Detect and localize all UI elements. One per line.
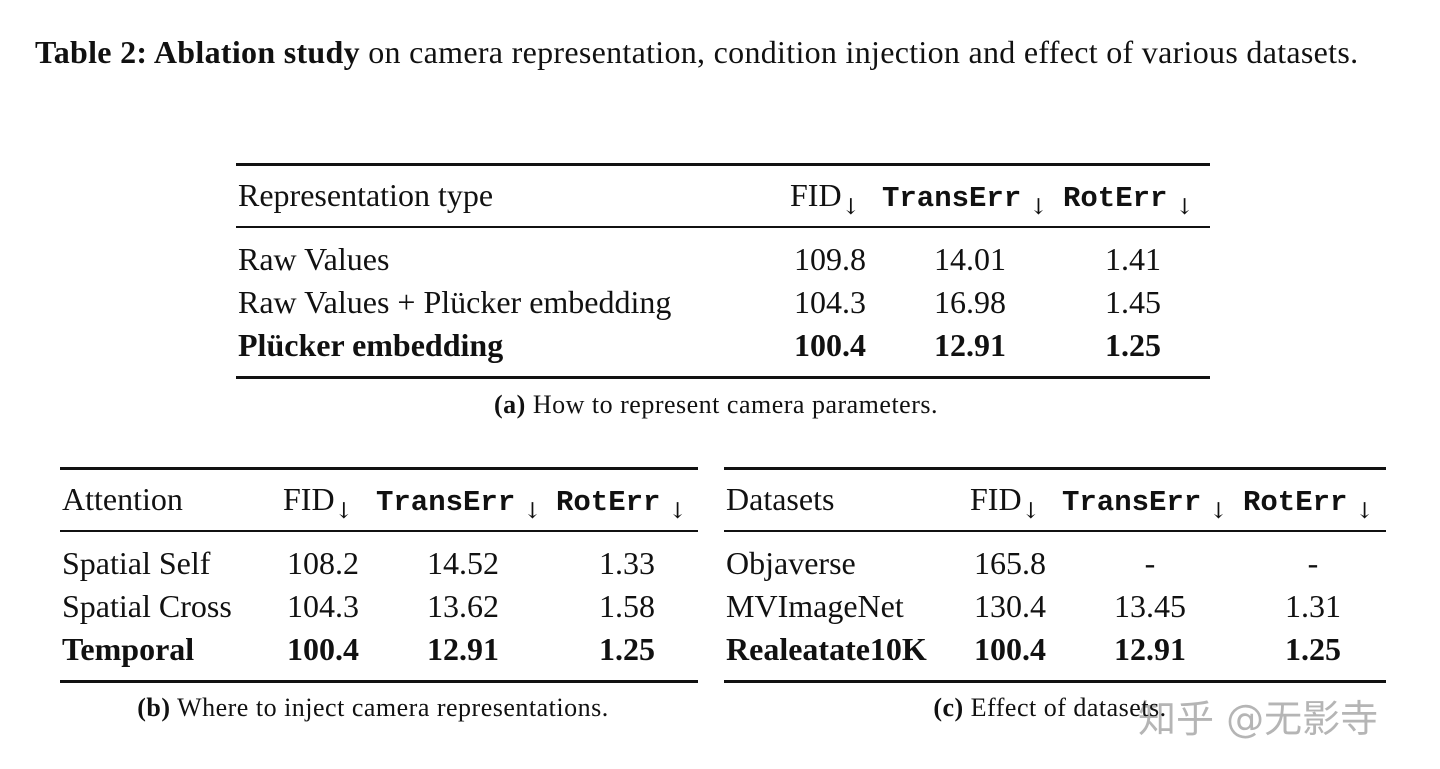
table-cell: 165.8 (974, 545, 1046, 581)
table-cell: 14.52 (427, 545, 499, 581)
subtable-caption: (c) Effect of datasets. (933, 695, 1166, 721)
table-rule (60, 530, 698, 532)
table-cell: 100.4 (287, 631, 359, 667)
table-cell: - (1307, 545, 1319, 581)
table-rule (724, 680, 1386, 683)
table-rule (60, 467, 698, 470)
table-cell: 12.91 (1114, 631, 1186, 667)
header-cell: TransErr ↓ (882, 179, 1048, 219)
table-cell: MVImageNet (726, 588, 904, 624)
header-cell: TransErr ↓ (376, 483, 542, 523)
table-cell: 1.45 (1105, 284, 1161, 320)
table-cell: 100.4 (794, 327, 866, 363)
caption-label: Table 2: Ablation study (35, 34, 360, 70)
header-arrow: ↓ (841, 195, 860, 220)
table-cell: Raw Values + Plücker embedding (238, 284, 672, 320)
header-cell: Datasets (726, 483, 834, 515)
table-rule (724, 530, 1386, 532)
table-caption: Table 2: Ablation study on camera repres… (35, 30, 1410, 74)
table-cell: Spatial Self (62, 545, 211, 581)
table-cell: Spatial Cross (62, 588, 232, 624)
table-rule (60, 680, 698, 683)
header-text: TransErr (1062, 486, 1202, 519)
table-rule (236, 226, 1210, 228)
table-cell: Raw Values (238, 241, 390, 277)
caption-label: (c) (933, 693, 964, 722)
header-arrow: ↓ (1029, 195, 1048, 220)
header-arrow: ↓ (1209, 499, 1228, 524)
header-text: TransErr (376, 486, 516, 519)
table-cell: Temporal (62, 631, 195, 667)
table-cell: 1.41 (1105, 241, 1161, 277)
header-cell: TransErr ↓ (1062, 483, 1228, 523)
header-text: Datasets (726, 481, 835, 517)
header-text: Attention (62, 481, 183, 517)
header-cell: FID↓ (790, 177, 860, 219)
caption-label: (a) (494, 390, 526, 419)
table-cell: 1.31 (1285, 588, 1341, 624)
table-cell: Plücker embedding (238, 327, 504, 363)
header-text: RotErr (556, 486, 661, 519)
caption-text: How to represent camera parameters. (532, 390, 938, 419)
header-cell: RotErr ↓ (1063, 179, 1194, 219)
header-text: FID (970, 481, 1022, 517)
subtable-caption: (a) How to represent camera parameters. (494, 392, 938, 418)
header-cell: RotErr ↓ (1243, 483, 1374, 523)
table-cell: 16.98 (934, 284, 1006, 320)
header-arrow: ↓ (1021, 499, 1040, 524)
table-cell: 14.01 (934, 241, 1006, 277)
caption-text: on camera representation, condition inje… (368, 34, 1359, 70)
table-cell: 12.91 (934, 327, 1006, 363)
header-text: TransErr (882, 182, 1022, 215)
header-arrow: ↓ (334, 499, 353, 524)
watermark: 知乎 @无影寺 (1138, 697, 1379, 741)
header-arrow: ↓ (668, 499, 687, 524)
table-cell: 12.91 (427, 631, 499, 667)
table-cell: 1.58 (599, 588, 655, 624)
table-cell: 13.45 (1114, 588, 1186, 624)
subtable-caption: (b) Where to inject camera representatio… (137, 695, 609, 721)
header-cell: Attention (62, 483, 183, 515)
table-cell: 100.4 (974, 631, 1046, 667)
header-text: RotErr (1243, 486, 1348, 519)
header-text: RotErr (1063, 182, 1168, 215)
header-cell: FID↓ (283, 481, 353, 523)
caption-text: Effect of datasets. (970, 693, 1167, 722)
table-cell: 130.4 (974, 588, 1046, 624)
table-cell: Realeatate10K (726, 631, 927, 667)
table-cell: - (1144, 545, 1156, 581)
table-cell: 13.62 (427, 588, 499, 624)
table-cell: 1.25 (1105, 327, 1161, 363)
caption-text: Where to inject camera representations. (177, 693, 609, 722)
table-rule (724, 467, 1386, 470)
header-cell: FID↓ (970, 481, 1040, 523)
table-cell: 104.3 (794, 284, 866, 320)
table-cell: 1.25 (1285, 631, 1341, 667)
table-rule (236, 163, 1210, 166)
table-cell: 109.8 (794, 241, 866, 277)
header-arrow: ↓ (523, 499, 542, 524)
header-arrow: ↓ (1355, 499, 1374, 524)
header-text: Representation type (238, 177, 494, 213)
table-cell: 1.25 (599, 631, 655, 667)
header-text: FID (790, 177, 842, 213)
table-cell: 104.3 (287, 588, 359, 624)
header-arrow: ↓ (1175, 195, 1194, 220)
caption-label: (b) (137, 693, 171, 722)
header-cell: Representation type (238, 179, 493, 211)
table-rule (236, 376, 1210, 379)
table-cell: 108.2 (287, 545, 359, 581)
table-cell: 1.33 (599, 545, 655, 581)
header-text: FID (283, 481, 335, 517)
header-cell: RotErr ↓ (556, 483, 687, 523)
table-cell: Objaverse (726, 545, 856, 581)
